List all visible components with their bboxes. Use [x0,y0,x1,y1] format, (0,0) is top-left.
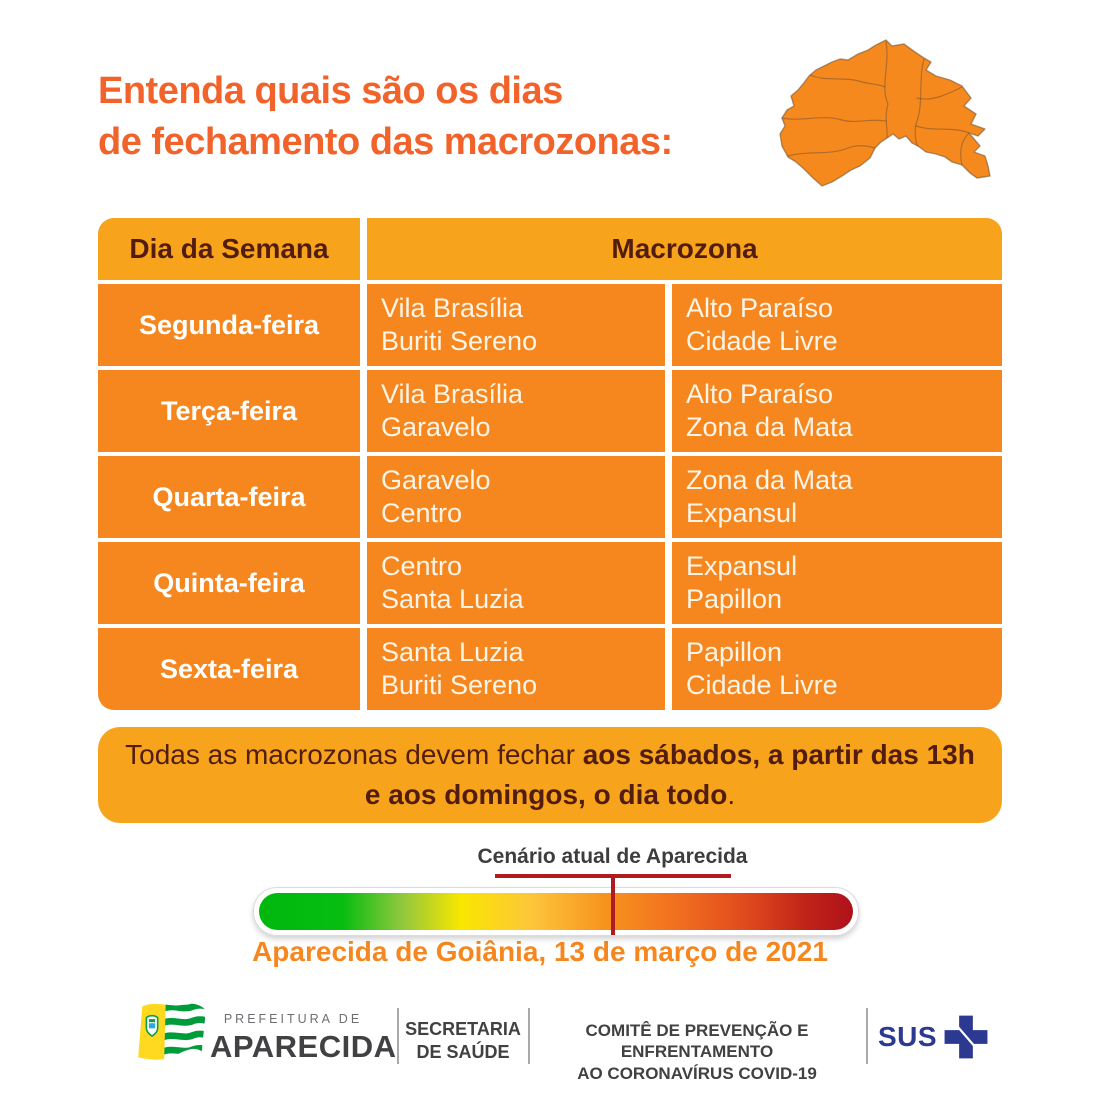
prefeitura-small-label: PREFEITURA DE [223,1012,363,1026]
page-title-line1: Entenda quais são os dias [98,70,563,112]
zone: Vila Brasília [381,293,524,324]
table-row-day: Quinta-feira [98,542,360,624]
zone: Buriti Sereno [381,670,538,700]
zone: Expansul [686,498,798,528]
zone: Cidade Livre [686,326,838,356]
table-row-zones-a: Santa Luzia Buriti Sereno [367,628,665,710]
closure-days-table: Dia da Semana Macrozona Segunda-feira Vi… [98,218,1002,710]
macrozones-map-icon [779,39,991,187]
zone: Buriti Sereno [381,326,538,356]
banner-text-end: . [727,779,736,810]
table-row-zones-a: Vila Brasília Buriti Sereno [367,284,665,366]
footer-divider [866,1008,868,1064]
table-row-day: Sexta-feira [98,628,360,710]
table-row-day: Terça-feira [98,370,360,452]
zone: Vila Brasília [381,379,524,410]
zone: Cidade Livre [686,670,838,700]
zone: Zona da Mata [686,412,853,442]
table-row-zones-a: Garavelo Centro [367,456,665,538]
table-row-zones-a: Vila Brasília Garavelo [367,370,665,452]
table-row-zones-b: Alto Paraíso Cidade Livre [672,284,1002,366]
zone: Zona da Mata [686,465,853,496]
prefeitura-logo-text: PREFEITURA DE APARECIDA [210,1012,397,1065]
zone: Garavelo [381,465,491,496]
zone: Papillon [686,584,783,614]
banner-text-bold: aos sábados, a partir das 13h [582,739,975,771]
weekend-closure-banner: Todas as macrozonas devem fechar aos sáb… [98,727,1002,823]
sus-label: SUS [878,1021,938,1052]
table-row-day: Quarta-feira [98,456,360,538]
comite-line2: AO CORONAVÍRUS COVID-19 [577,1063,817,1083]
table-row-zones-b: Alto Paraíso Zona da Mata [672,370,1002,452]
secretaria-line2: DE SAÚDE [416,1041,510,1062]
table-row-zones-a: Centro Santa Luzia [367,542,665,624]
secretaria-line1: SECRETARIA [405,1019,521,1039]
footer-divider [397,1008,399,1064]
zone: Alto Paraíso [686,379,834,410]
sus-logo: SUS [878,1008,990,1066]
secretaria-saude-label: SECRETARIA DE SAÚDE [403,1018,523,1063]
risk-gradient-bar [253,887,859,936]
aparecida-flag-logo [130,998,212,1080]
sus-cross-icon [944,1015,988,1059]
flag-icon [138,1003,206,1060]
zone: Garavelo [381,412,491,442]
prefeitura-name: APARECIDA [210,1029,397,1064]
zone: Centro [381,498,463,528]
column-header-macrozone: Macrozona [367,218,1002,280]
macrozones-map [766,26,1006,202]
comite-covid-label: COMITÊ DE PREVENÇÃO E ENFRENTAMENTO AO C… [534,1020,860,1084]
zone: Alto Paraíso [686,293,834,324]
table-row-zones-b: Zona da Mata Expansul [672,456,1002,538]
table-row-day: Segunda-feira [98,284,360,366]
column-header-day: Dia da Semana [98,218,360,280]
zone: Santa Luzia [381,637,524,668]
comite-line1: COMITÊ DE PREVENÇÃO E ENFRENTAMENTO [585,1021,809,1062]
scale-marker-line [610,876,615,935]
zone: Centro [381,551,463,582]
scenario-label: Cenário atual de Aparecida [477,845,748,868]
zone: Santa Luzia [381,584,524,614]
banner-line2: e aos domingos, o dia todo. [365,775,735,815]
banner-line1: Todas as macrozonas devem fechar aos sáb… [125,735,975,775]
zone: Expansul [686,551,798,582]
banner-text-regular: Todas as macrozonas devem fechar [125,739,583,771]
date-line: Aparecida de Goiânia, 13 de março de 202… [252,936,828,967]
page-title: Entenda quais são os dias de fechamento … [98,66,718,169]
table-row-zones-b: Expansul Papillon [672,542,1002,624]
zone: Papillon [686,637,783,668]
flag-crest-icon [145,1014,159,1037]
table-row-zones-b: Papillon Cidade Livre [672,628,1002,710]
risk-gradient-fill [259,893,853,930]
footer-divider [528,1008,530,1064]
page-title-line2: de fechamento das macrozonas: [98,121,673,164]
banner-text-bold: e aos domingos, o dia todo [364,779,728,810]
